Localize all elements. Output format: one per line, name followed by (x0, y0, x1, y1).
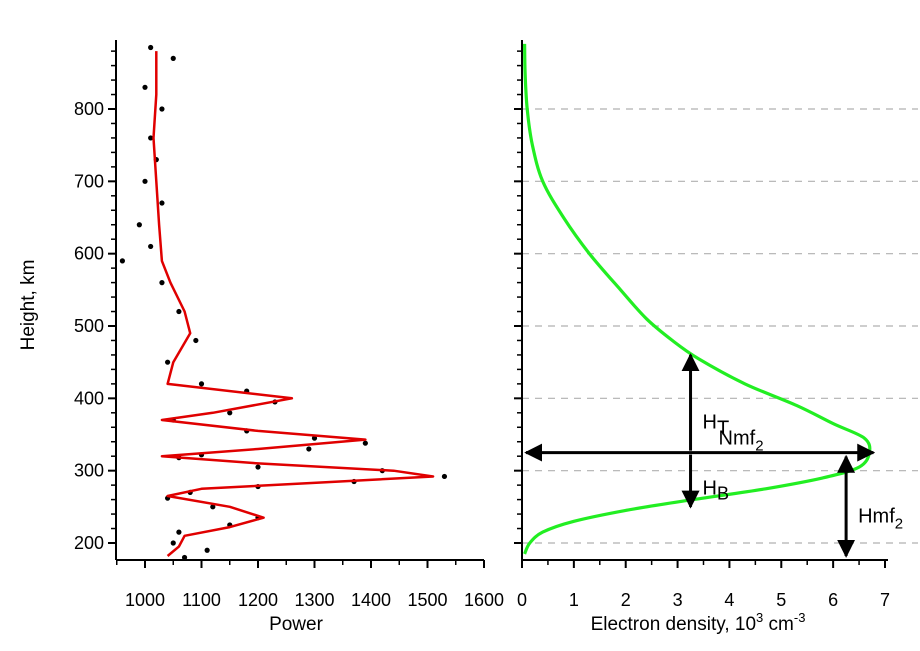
right-x-axis-label-main: Electron density, 10 (591, 614, 756, 635)
nmf2-label-sub: 2 (755, 438, 763, 455)
right-x-axis-label: Electron density, 103 cm-3 (591, 610, 806, 635)
fit-curve-line (152, 51, 435, 557)
data-point (142, 84, 148, 90)
left-series (119, 44, 448, 561)
data-point (159, 106, 165, 112)
left-y-ticks: 200 300 400 500 600 700 800 (74, 50, 116, 553)
left-x-ticks: 1000 1100 1200 1300 1400 1500 1600 (116, 560, 504, 610)
right-x-tick-label: 2 (621, 590, 631, 610)
left-x-tick-label: 1100 (182, 590, 221, 610)
right-x-tick-label: 4 (724, 590, 734, 610)
ht-label: HT (703, 412, 730, 440)
data-point (441, 473, 448, 480)
data-point (159, 200, 165, 206)
nmf2-label-main: Nmf (719, 428, 756, 450)
hmf2-label: Hmf2 (858, 506, 903, 533)
left-panel: 200 300 400 500 600 700 800 1000 1100 1200 1300 14… (18, 40, 504, 635)
data-point (193, 337, 199, 344)
left-y-tick-label: 800 (74, 99, 104, 119)
left-x-tick-label: 1600 (464, 590, 504, 610)
hmf2-label-main: Hmf (858, 506, 895, 528)
data-point (306, 446, 312, 452)
left-y-tick-label: 400 (74, 388, 104, 408)
right-x-tick-label: 0 (517, 590, 527, 610)
hb-label: HB (703, 478, 729, 504)
left-y-tick-label: 600 (74, 244, 104, 264)
data-point (148, 135, 154, 141)
data-point (170, 540, 176, 546)
density-profile-line (523, 43, 872, 555)
right-x-tick-label: 7 (880, 590, 890, 610)
data-point (255, 464, 261, 470)
right-series (523, 43, 872, 555)
data-point (227, 410, 233, 416)
right-x-axis-label-unit: cm (763, 614, 794, 635)
hmf2-label-sub: 2 (895, 516, 903, 533)
left-y-tick-label: 300 (74, 461, 104, 481)
left-x-axis-label: Power (269, 614, 324, 635)
right-x-tick-label: 1 (569, 590, 579, 610)
data-point (142, 178, 148, 184)
data-point (119, 258, 125, 264)
data-point (362, 440, 368, 446)
data-point (148, 243, 154, 250)
ht-label-sub: T (717, 418, 729, 440)
left-x-tick-label: 1500 (407, 590, 447, 610)
data-point (170, 55, 176, 61)
right-x-axis-label-sup: 3 (756, 610, 763, 625)
right-gridlines (522, 108, 918, 544)
left-x-tick-label: 1300 (294, 590, 334, 610)
left-y-tick-label: 700 (74, 171, 104, 191)
left-y-tick-label: 200 (74, 533, 104, 553)
data-point (176, 529, 182, 535)
right-x-tick-label: 5 (776, 590, 786, 610)
right-x-tick-label: 6 (828, 590, 838, 610)
data-point (159, 280, 165, 286)
left-x-tick-label: 1200 (238, 590, 278, 610)
data-point (198, 381, 205, 387)
right-y-ticks (514, 50, 522, 544)
left-x-tick-label: 1400 (351, 590, 391, 610)
ht-label-main: H (703, 412, 717, 434)
left-y-tick-label: 500 (74, 316, 104, 336)
data-point (136, 222, 142, 228)
data-point (148, 44, 154, 51)
nmf2-label: Nmf2 (719, 428, 764, 455)
hb-label-sub: B (717, 484, 729, 504)
right-x-tick-label: 3 (673, 590, 683, 610)
hb-label-main: H (703, 478, 717, 500)
data-point (181, 554, 188, 561)
data-point (176, 308, 182, 315)
left-x-tick-label: 1000 (125, 590, 165, 610)
right-x-ticks: 0 1 2 3 4 5 6 7 (517, 560, 890, 610)
right-x-axis-label-unit-sup: -3 (794, 610, 806, 625)
data-point (204, 547, 210, 553)
left-y-axis-label: Height, km (18, 260, 39, 351)
data-point (210, 504, 216, 510)
data-point (165, 359, 171, 365)
